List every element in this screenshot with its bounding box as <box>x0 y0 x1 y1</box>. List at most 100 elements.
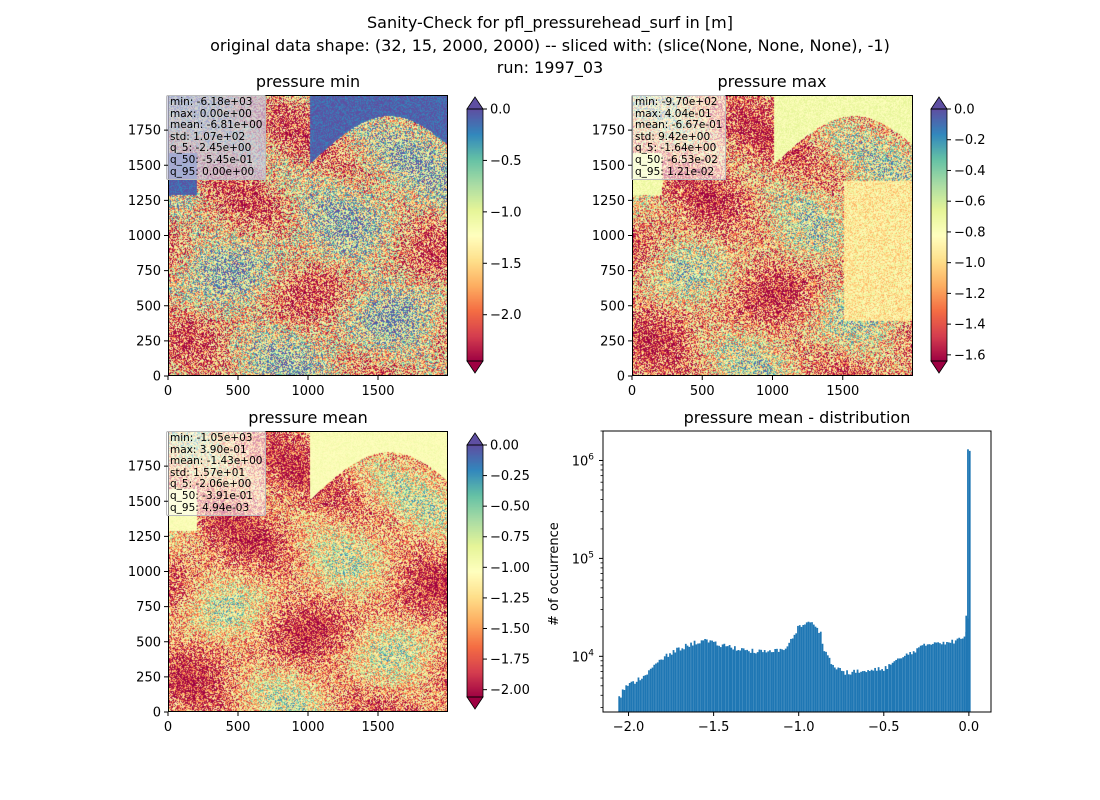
histogram-bar <box>860 671 862 712</box>
y-tick-label: 1250 <box>592 194 625 209</box>
histogram-bar <box>711 640 713 712</box>
histogram-bar <box>748 651 750 712</box>
histogram-bar <box>797 625 799 712</box>
colorbar-tick-label: −2.00 <box>490 683 530 698</box>
panel-pressure-max-title: pressure max <box>717 72 827 91</box>
histogram-bar <box>656 662 659 712</box>
histogram-bar <box>902 657 905 712</box>
histogram-bar <box>847 674 850 712</box>
histogram-bar <box>709 640 712 712</box>
histogram-bar <box>853 669 855 712</box>
histogram-bar <box>875 670 878 712</box>
histogram-bar <box>954 640 957 712</box>
x-tick-label: −1.0 <box>783 720 815 735</box>
histogram-bar <box>916 648 919 712</box>
histogram-bar <box>663 656 666 712</box>
histogram-bar <box>637 677 640 712</box>
colorbar-tick-label: −2.0 <box>490 308 522 323</box>
stats-line: mean: -1.43e+00 <box>170 455 263 468</box>
histogram-bar <box>886 668 889 712</box>
histogram-bar <box>679 650 682 712</box>
y-tick-label: 1750 <box>128 460 161 475</box>
histogram-bar <box>932 643 934 712</box>
histogram-bar <box>788 642 791 712</box>
stats-line: std: 1.07e+02 <box>170 130 246 143</box>
histogram-bar <box>765 652 768 712</box>
stats-line: q_95: 1.21e-02 <box>635 165 715 178</box>
stats-line: mean: -6.81e+00 <box>170 119 263 132</box>
histogram-bar <box>809 622 812 712</box>
colorbar-tick-label: −1.50 <box>490 622 530 637</box>
colorbar-tick-label: 0.0 <box>490 103 511 118</box>
histogram-bar <box>870 669 873 712</box>
histogram-bar <box>781 649 784 712</box>
histogram-bar <box>719 647 722 712</box>
y-tick-label: 1500 <box>128 495 161 510</box>
stats-line: min: -6.18e+03 <box>170 96 253 108</box>
histogram-bar <box>677 647 680 712</box>
histogram-bar <box>819 631 822 712</box>
histogram-bar <box>844 674 847 712</box>
histogram-bar <box>620 697 622 712</box>
histogram-bar <box>846 670 848 712</box>
histogram-bar <box>821 643 824 712</box>
histogram-bar <box>665 653 668 712</box>
pressure-max-stats: min: -9.70e+02 max: 4.04e-01 mean: -6.67… <box>631 95 727 181</box>
x-tick-label: −1.5 <box>698 720 730 735</box>
histogram-bar <box>856 669 859 712</box>
y-tick-label: 250 <box>600 334 625 349</box>
histogram-bar <box>683 649 685 712</box>
histogram-bar <box>630 681 633 712</box>
colorbar-extend-max <box>466 96 484 110</box>
x-tick-label: 1000 <box>291 720 324 735</box>
y-tick-label: 500 <box>136 299 161 314</box>
stats-line: max: 4.04e-01 <box>635 107 712 120</box>
histogram-bar <box>746 649 749 712</box>
histogram-frame <box>602 430 992 713</box>
histogram-bar <box>965 615 968 712</box>
colorbar-tick-label: −0.6 <box>954 195 986 210</box>
histogram-bar <box>621 689 624 712</box>
histogram-bar <box>783 650 785 712</box>
stats-line: max: 3.90e-01 <box>170 443 247 456</box>
y-tick-label: 1000 <box>128 229 161 244</box>
histogram-bar <box>779 648 782 712</box>
histogram-bar <box>763 650 766 712</box>
y-tick-label: 1250 <box>128 530 161 545</box>
colorbar-tick-label: −1.75 <box>490 653 530 668</box>
stats-line: q_5: -2.06e+00 <box>170 478 252 491</box>
histogram-bar <box>762 652 764 712</box>
histogram-bar <box>961 638 964 712</box>
histogram-bar <box>867 670 869 712</box>
y-tick-label: 750 <box>136 600 161 615</box>
histogram-bar <box>884 666 887 712</box>
colorbar-frame <box>466 444 484 698</box>
histogram-bar <box>851 671 854 712</box>
histogram-bar <box>688 646 691 712</box>
histogram-bar <box>714 641 717 712</box>
histogram-bar <box>672 650 675 712</box>
histogram-bar <box>830 664 833 712</box>
colorbar-extend-max <box>930 96 948 110</box>
x-tick-label: 1500 <box>826 384 859 399</box>
y-tick-label: 105 <box>572 550 594 567</box>
x-tick-label: 1000 <box>756 384 789 399</box>
histogram-bar <box>786 646 789 712</box>
histogram-bar <box>947 642 950 712</box>
histogram-bar <box>770 652 773 712</box>
y-tick-label: 750 <box>136 264 161 279</box>
panel-pressure-max <box>632 95 913 376</box>
histogram-bar <box>658 659 661 712</box>
histogram-bar <box>728 645 731 712</box>
histogram-bar <box>893 661 896 712</box>
histogram-bar <box>814 626 817 712</box>
panel-distribution-title: pressure mean - distribution <box>683 408 911 427</box>
histogram-bar <box>909 652 912 712</box>
histogram-bar <box>798 625 801 712</box>
histogram-bar <box>726 646 729 712</box>
histogram-bar <box>698 643 701 712</box>
x-tick-label: 0 <box>164 720 172 735</box>
pressure-max-colorbar <box>931 97 947 373</box>
stats-line: std: 9.42e+00 <box>635 130 711 143</box>
